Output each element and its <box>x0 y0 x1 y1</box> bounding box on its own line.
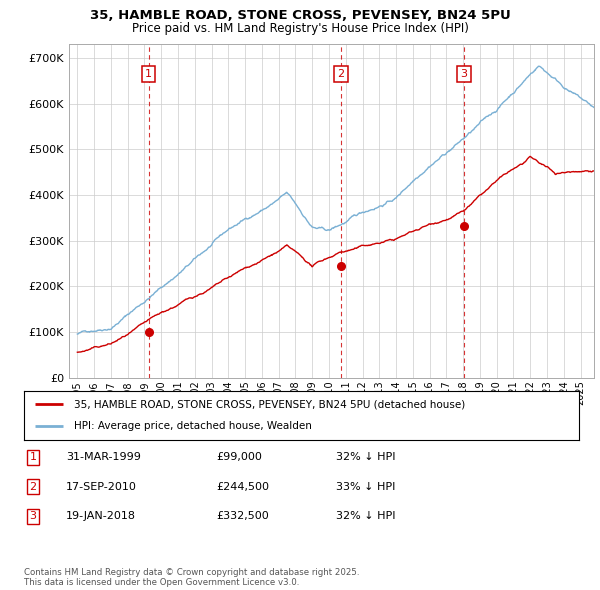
Text: 2: 2 <box>29 482 37 491</box>
Text: Contains HM Land Registry data © Crown copyright and database right 2025.
This d: Contains HM Land Registry data © Crown c… <box>24 568 359 587</box>
Text: £99,000: £99,000 <box>216 453 262 462</box>
Text: Price paid vs. HM Land Registry's House Price Index (HPI): Price paid vs. HM Land Registry's House … <box>131 22 469 35</box>
Text: 32% ↓ HPI: 32% ↓ HPI <box>336 512 395 521</box>
Text: 19-JAN-2018: 19-JAN-2018 <box>66 512 136 521</box>
Text: 3: 3 <box>29 512 37 521</box>
Text: 17-SEP-2010: 17-SEP-2010 <box>66 482 137 491</box>
Text: £244,500: £244,500 <box>216 482 269 491</box>
Text: 1: 1 <box>145 69 152 79</box>
Text: 35, HAMBLE ROAD, STONE CROSS, PEVENSEY, BN24 5PU (detached house): 35, HAMBLE ROAD, STONE CROSS, PEVENSEY, … <box>74 399 465 409</box>
Text: £332,500: £332,500 <box>216 512 269 521</box>
Text: HPI: Average price, detached house, Wealden: HPI: Average price, detached house, Weal… <box>74 421 312 431</box>
Text: 2: 2 <box>337 69 344 79</box>
Text: 3: 3 <box>461 69 467 79</box>
Text: 31-MAR-1999: 31-MAR-1999 <box>66 453 141 462</box>
Text: 1: 1 <box>29 453 37 462</box>
Text: 35, HAMBLE ROAD, STONE CROSS, PEVENSEY, BN24 5PU: 35, HAMBLE ROAD, STONE CROSS, PEVENSEY, … <box>89 9 511 22</box>
Text: 32% ↓ HPI: 32% ↓ HPI <box>336 453 395 462</box>
Text: 33% ↓ HPI: 33% ↓ HPI <box>336 482 395 491</box>
